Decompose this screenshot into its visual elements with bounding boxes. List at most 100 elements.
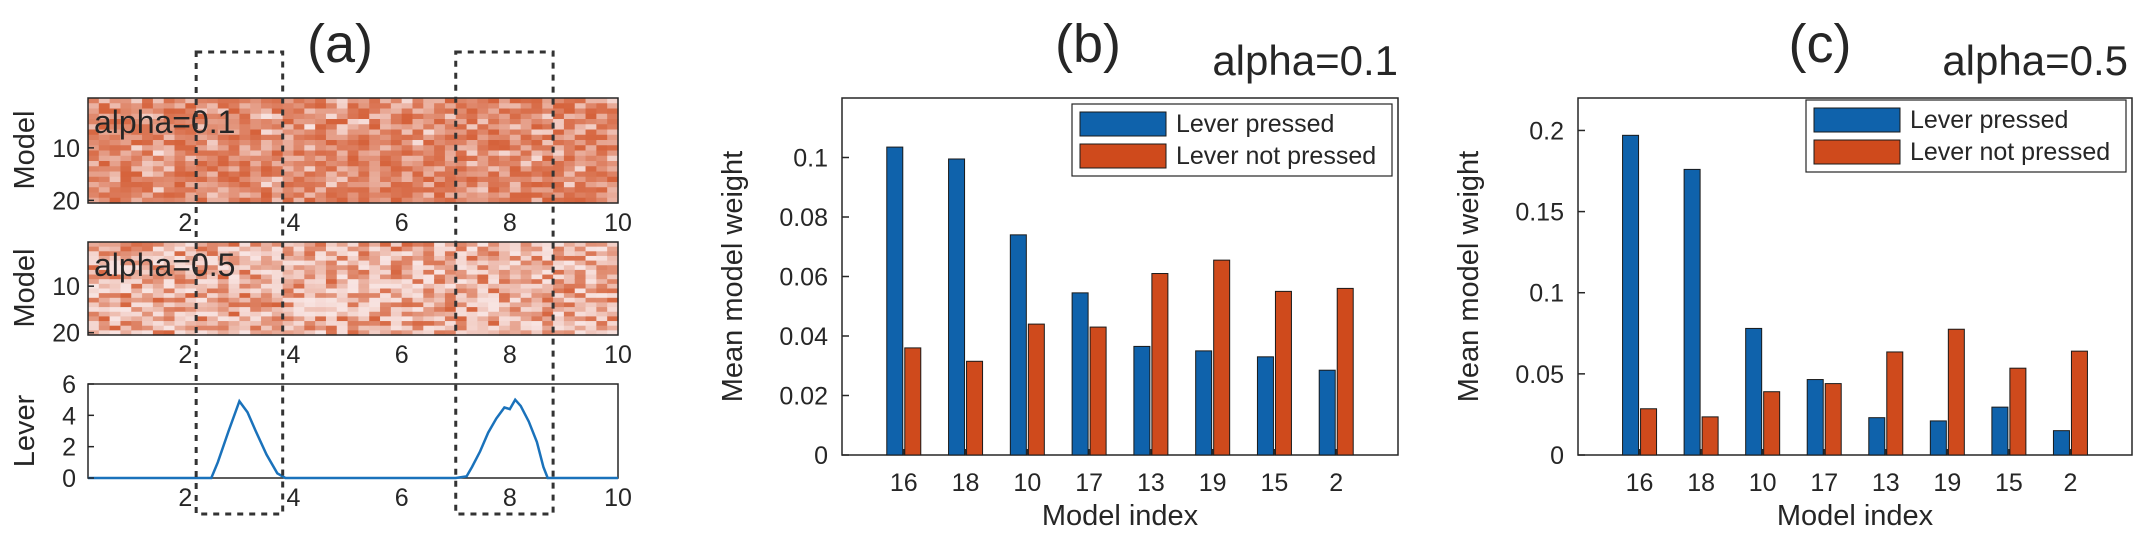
heatmap-cell: [488, 321, 500, 327]
heatmap-cell: [423, 161, 435, 167]
heatmap-cell: [304, 269, 316, 276]
heatmap-cell: [315, 293, 327, 299]
heatmap-cell: [163, 321, 176, 327]
heatmap-cell: [206, 330, 219, 336]
heatmap-cell: [531, 246, 543, 252]
heatmap-cell: [163, 283, 176, 290]
heatmap-cell: [174, 269, 186, 276]
heatmap-cell: [423, 182, 435, 188]
heatmap-cell: [434, 265, 446, 271]
heatmap-cell: [607, 283, 619, 290]
heatmap-cell: [520, 119, 533, 125]
heatmap-cell: [185, 145, 197, 152]
heatmap-cell: [163, 279, 176, 285]
heatmap-cell: [325, 192, 338, 199]
heatmap-cell: [336, 113, 349, 120]
heatmap-cell: [261, 140, 273, 146]
heatmap-cell: [401, 98, 414, 104]
heatmap-cell: [423, 192, 435, 199]
bar-lever-pressed-10: [1009, 234, 1027, 456]
heatmap-cell: [206, 98, 219, 104]
heatmap-cell: [542, 134, 554, 141]
heatmap-cell: [325, 265, 338, 271]
heatmap-cell: [98, 161, 111, 167]
heatmap-cell: [401, 260, 414, 266]
heatmap-cell: [596, 98, 608, 104]
heatmap-cell: [120, 293, 132, 299]
heatmap-cell: [509, 108, 522, 115]
heatmap-cell: [228, 269, 241, 276]
heatmap-cell: [152, 129, 165, 136]
heatmap-cell: [239, 307, 251, 313]
heatmap-cell: [520, 113, 533, 120]
heatmap-cell: [293, 176, 305, 183]
heatmap-cell: [88, 251, 100, 257]
heatmap-cell: [174, 251, 186, 257]
heatmap-cell: [455, 325, 468, 331]
heatmap-cell: [163, 260, 176, 266]
heatmap-cell: [293, 330, 305, 336]
heatmap-cell: [196, 293, 208, 299]
heatmap-cell: [304, 119, 316, 125]
heatmap-cell: [325, 161, 338, 167]
heatmap-cell: [293, 307, 305, 313]
heatmap-cell: [131, 161, 143, 167]
heatmap-cell: [488, 140, 500, 146]
bar-lever-pressed-17: [1071, 292, 1089, 456]
heatmap-cell: [369, 140, 381, 146]
heatmap-cell: [131, 246, 143, 252]
heatmap-cell: [520, 321, 533, 327]
heatmap-cell: [401, 113, 414, 120]
heatmap-cell: [455, 161, 468, 167]
heatmap-cell: [477, 279, 489, 285]
heatmap-cell: [282, 316, 295, 322]
heatmap-cell: [477, 265, 489, 271]
heatmap-cell: [499, 274, 511, 280]
heatmap-cell: [88, 279, 100, 285]
heatmap-cell: [217, 251, 230, 257]
heatmap-cell: [423, 325, 435, 331]
heatmap-cell: [466, 182, 478, 188]
heatmap-cell: [488, 187, 500, 194]
heatmap-cell: [401, 161, 414, 167]
heatmap-cell: [607, 187, 619, 194]
x-tick-label: 2: [178, 341, 192, 369]
heatmap-cell: [380, 176, 392, 183]
heatmap-cell: [542, 197, 554, 204]
heatmap-cell: [315, 176, 327, 183]
heatmap-cell: [325, 134, 338, 141]
heatmap-cell: [596, 251, 608, 257]
heatmap-cell: [488, 311, 500, 317]
heatmap-cell: [282, 325, 295, 331]
heatmap-cell: [607, 321, 619, 327]
heatmap-cell: [250, 246, 262, 252]
heatmap-cell: [380, 251, 392, 257]
heatmap-cell: [120, 155, 132, 162]
heatmap-cell: [585, 297, 597, 304]
lever-series-line: [88, 397, 618, 480]
x-tick-label: 18: [952, 469, 980, 497]
heatmap-cell: [607, 129, 619, 136]
heatmap-cell: [585, 265, 597, 271]
heatmap-cell: [347, 321, 360, 327]
heatmap-cell: [607, 246, 619, 252]
heatmap-cell: [282, 166, 295, 173]
heatmap-cell: [120, 171, 132, 178]
heatmap-cell: [423, 260, 435, 266]
heatmap-cell: [531, 171, 543, 178]
heatmap-cell: [563, 251, 576, 257]
heatmap-cell: [142, 150, 154, 157]
heatmap-cell: [574, 325, 587, 331]
heatmap-cell: [325, 113, 338, 120]
heatmap-cell: [206, 119, 219, 125]
heatmap-cell: [585, 108, 597, 115]
heatmap-cell: [304, 242, 316, 248]
bar-lever-not-pressed-2: [2070, 350, 2088, 456]
heatmap-cell: [109, 307, 122, 313]
heatmap-cell: [261, 129, 273, 136]
heatmap-cell: [574, 113, 587, 120]
heatmap-cell: [261, 119, 273, 125]
heatmap-cell: [185, 251, 197, 257]
heatmap-cell: [553, 321, 565, 327]
heatmap-cell: [563, 161, 576, 167]
